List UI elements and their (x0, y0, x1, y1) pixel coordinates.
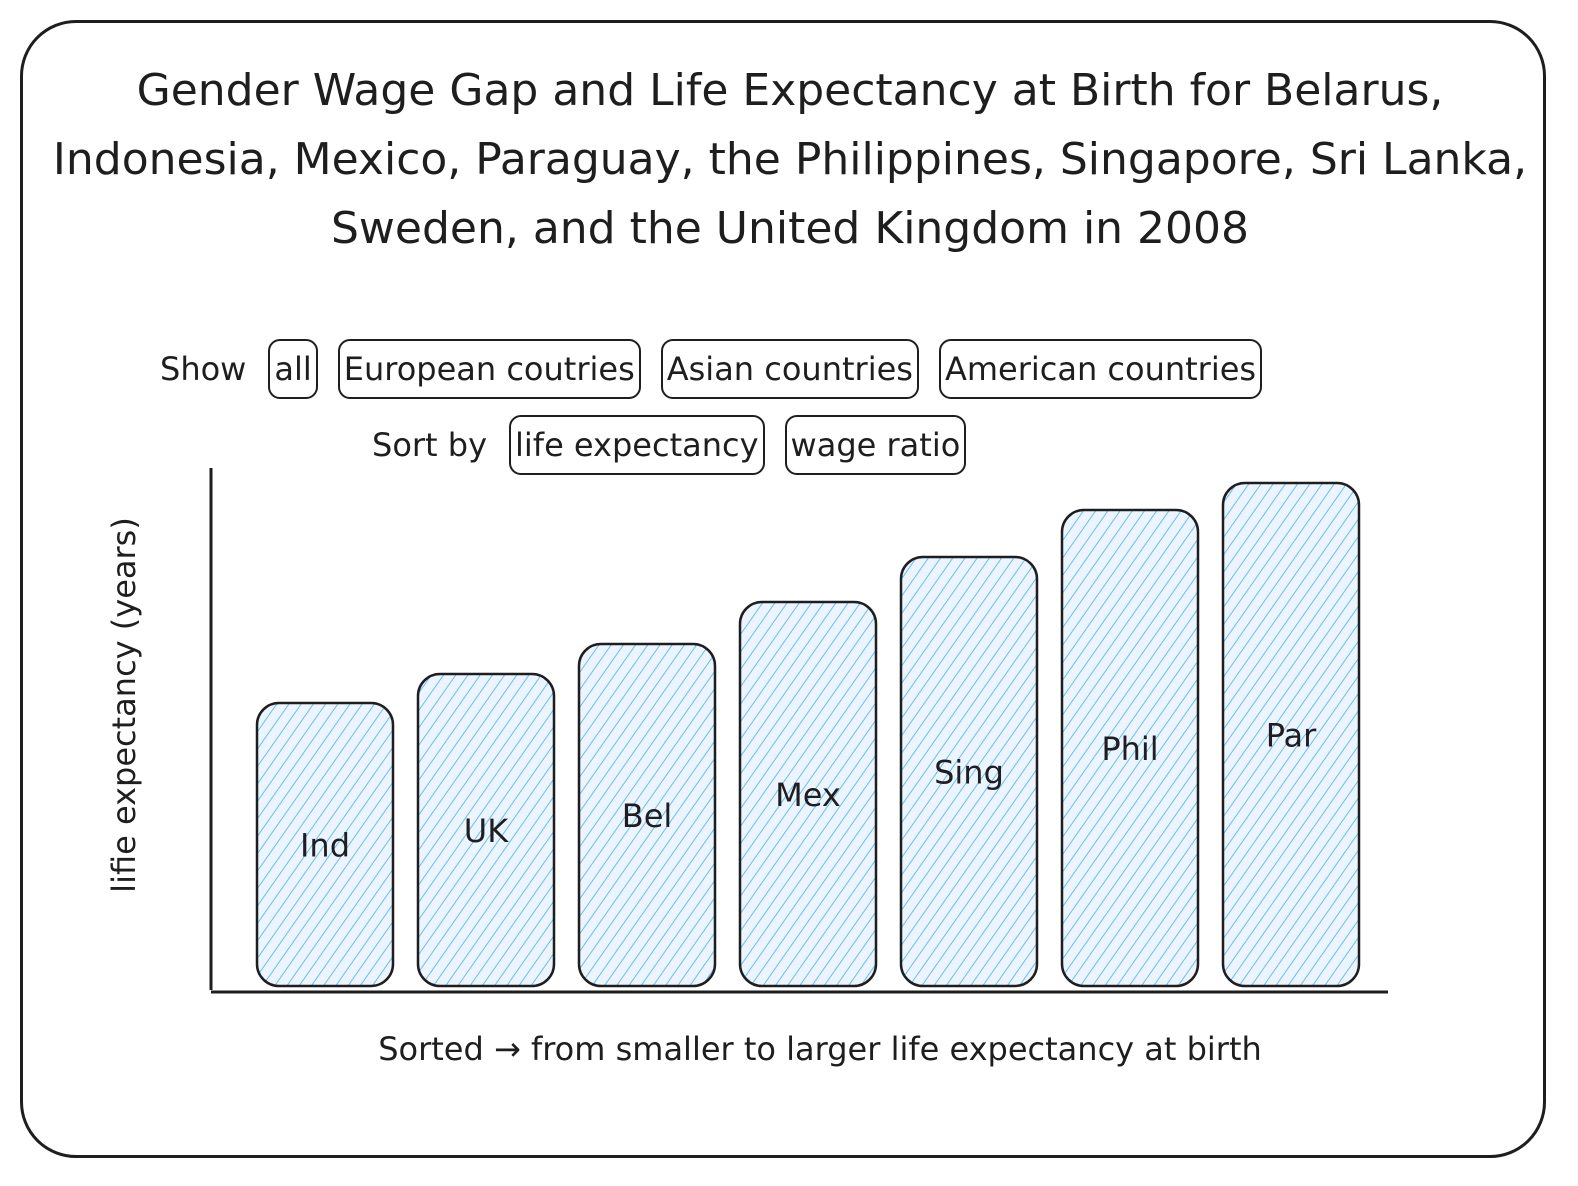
y-axis-label: lifie expectancy (years) (105, 517, 143, 893)
sort-life-expectancy-button[interactable]: life expectancy (509, 415, 765, 475)
bar-par (1221, 481, 1361, 988)
bar-uk (416, 672, 556, 988)
bar-ind (255, 701, 395, 988)
bar-mex (738, 600, 878, 988)
bar-label-bel: Bel (622, 797, 673, 835)
bar-phil (1060, 508, 1200, 988)
show-all-button[interactable]: all (268, 339, 318, 399)
bar-label-mex: Mex (775, 776, 841, 814)
bar-label-phil: Phil (1101, 730, 1158, 768)
sort-label: Sort by (372, 426, 488, 464)
bar-bel (577, 642, 717, 988)
chart-title: Gender Wage Gap and Life Expectancy at B… (52, 65, 1528, 254)
bar-label-ind: Ind (300, 827, 350, 865)
show-european-button[interactable]: European coutries (337, 339, 641, 399)
bars-group: Ind UK Bel Mex Sing Phil Par (255, 481, 1361, 988)
show-american-button[interactable]: American countries (938, 339, 1263, 399)
bar-sing (899, 555, 1039, 988)
chart-frame (20, 20, 1546, 1158)
bar-label-par: Par (1266, 717, 1317, 755)
show-label: Show (160, 350, 247, 388)
sort-wage-ratio-button[interactable]: wage ratio (784, 415, 967, 475)
sort-row: Sort by life expectancy wage ratio (372, 414, 986, 476)
show-asian-button[interactable]: Asian countries (660, 339, 919, 399)
show-filter-row: Show all European coutries Asian countri… (160, 338, 1282, 400)
bar-label-uk: UK (464, 812, 509, 850)
bar-label-sing: Sing (934, 754, 1004, 792)
x-axis-label: Sorted → from smaller to larger life exp… (378, 1030, 1262, 1068)
